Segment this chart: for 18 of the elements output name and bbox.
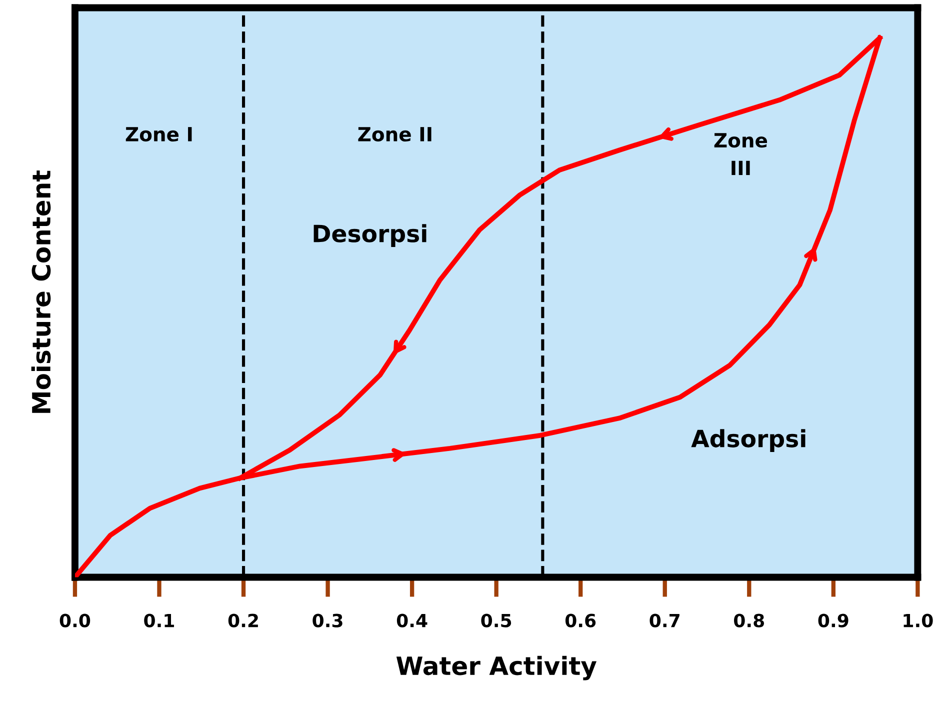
annotation: Zone II [358,127,432,142]
x-tick-label: 0.4 [396,614,428,628]
x-tick-label: 0.1 [144,614,174,628]
x-tick-label: 0.7 [650,614,680,628]
x-tick-label: 1.0 [904,614,933,628]
x-tick-label: 0.9 [818,614,848,628]
x-tick-label: 0.0 [60,614,90,628]
annotation: Zone I [126,127,192,142]
x-tick-label: 0.3 [312,614,342,628]
series-label: Adsorpsi [691,429,806,452]
x-tick-label: 0.5 [481,614,512,628]
x-tick-label: 0.2 [228,614,258,628]
x-tick-label: 0.6 [565,614,596,628]
annotation: Zone III [714,133,768,176]
x-axis-title: Water Activity [396,656,597,680]
series-label: Desorpsi [314,224,426,247]
y-axis-title: Moisture Content [31,170,51,413]
x-tick-label: 0.8 [734,614,764,628]
